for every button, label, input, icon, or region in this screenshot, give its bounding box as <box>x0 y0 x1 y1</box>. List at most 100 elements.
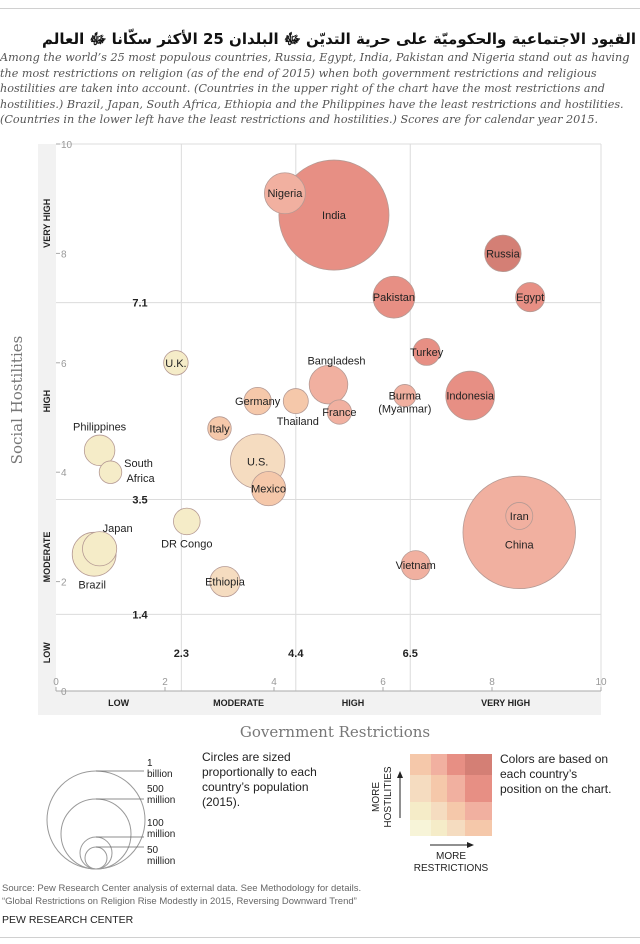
bubble-pakistan <box>372 275 416 319</box>
bubble-egypt <box>515 282 546 313</box>
color-legend-cell <box>410 775 431 802</box>
x-tick-label: 6 <box>380 677 386 688</box>
y-tick-label: 4 <box>61 468 67 479</box>
label-indonesia: Indonesia <box>446 391 495 403</box>
y-tick-label: 6 <box>61 359 67 370</box>
bubble-indonesia <box>445 370 496 421</box>
color-legend-cell <box>410 802 431 820</box>
color-legend-cell <box>410 754 431 775</box>
color-legend-cell <box>465 802 492 820</box>
color-legend-cell <box>431 775 447 802</box>
bubble-thailand <box>282 388 309 415</box>
x-threshold-label: 2.3 <box>174 648 189 660</box>
label-u-s-: U.S. <box>247 456 268 468</box>
y-band-label: MODERATE <box>42 532 52 583</box>
y-threshold-label: 1.4 <box>132 609 148 621</box>
label-south-africa: South <box>124 458 153 470</box>
color-legend-cell <box>447 802 465 820</box>
x-band-label: HIGH <box>342 698 365 708</box>
y-band-label: HIGH <box>42 390 52 413</box>
bubble-dr-congo <box>173 507 201 536</box>
bubble-u-k- <box>163 350 189 376</box>
label-italy: Italy <box>209 423 230 435</box>
color-legend-cell <box>447 754 465 775</box>
bubble-china <box>462 475 576 590</box>
bubble-india <box>278 159 390 271</box>
bubble-vietnam <box>400 550 431 581</box>
label-japan: Japan <box>103 523 133 535</box>
color-legend-cell <box>465 775 492 802</box>
size-legend-label: 50 <box>147 845 159 856</box>
y-tick-label: 10 <box>61 140 73 151</box>
size-legend-label: million <box>147 856 175 867</box>
label-burma-myanmar-: Burma <box>389 391 422 403</box>
label-brazil: Brazil <box>78 579 106 591</box>
size-legend-label: million <box>147 829 175 840</box>
top-rule <box>0 8 640 9</box>
label-dr-congo: DR Congo <box>161 538 212 550</box>
color-legend-text: Colors are based on each country’s posit… <box>500 752 612 796</box>
label-pakistan: Pakistan <box>373 292 415 304</box>
label-germany: Germany <box>235 396 281 408</box>
x-axis-title: Government Restrictions <box>240 723 430 741</box>
color-legend-cell <box>410 820 431 836</box>
x-tick-label: 0 <box>53 677 59 688</box>
y-tick-label: 2 <box>61 578 67 589</box>
source-note: Source: Pew Research Center analysis of … <box>2 882 361 908</box>
bubble-mexico <box>251 471 287 507</box>
size-legend-circle <box>60 798 132 870</box>
bubble-france <box>326 399 352 425</box>
label-mexico: Mexico <box>251 484 286 496</box>
x-band-label: VERY HIGH <box>481 698 530 708</box>
x-tick-label: 10 <box>595 677 607 688</box>
x-band-label: LOW <box>108 698 129 708</box>
bubble-italy <box>207 416 232 441</box>
color-legend-cell <box>465 820 492 836</box>
x-tick-label: 4 <box>271 677 277 688</box>
label-egypt: Egypt <box>516 292 544 304</box>
x-arrow-label: RESTRICTIONS <box>414 863 489 874</box>
label-u-k-: U.K. <box>165 358 186 370</box>
up-arrow-head-icon <box>397 771 403 778</box>
color-legend-cell <box>431 802 447 820</box>
y-arrow-label: HOSTILITIES <box>383 766 394 827</box>
y-band-label: LOW <box>42 642 52 663</box>
x-arrow-label: MORE <box>436 851 466 862</box>
label-france: France <box>322 407 356 419</box>
label-burma-myanmar-: (Myanmar) <box>378 404 431 416</box>
x-threshold-label: 4.4 <box>288 648 304 660</box>
org-name: PEW RESEARCH CENTER <box>2 914 134 926</box>
size-legend-label: 1 <box>147 758 153 769</box>
size-legend-circle <box>79 836 113 870</box>
x-band-strip <box>38 691 601 715</box>
label-south-africa: Africa <box>126 473 155 485</box>
bubble-russia <box>484 234 522 273</box>
bubble-nigeria <box>263 172 306 215</box>
x-tick-label: 2 <box>162 677 168 688</box>
label-thailand: Thailand <box>277 416 319 428</box>
y-band-strip <box>38 144 56 715</box>
label-nigeria: Nigeria <box>267 188 303 200</box>
label-ethiopia: Ethiopia <box>205 577 246 589</box>
label-iran: Iran <box>510 511 529 523</box>
y-band-label: VERY HIGH <box>42 199 52 248</box>
size-legend-circle <box>46 770 146 870</box>
label-china: China <box>505 539 535 551</box>
size-legend-label: billion <box>147 769 173 780</box>
bubble-japan <box>82 531 118 567</box>
y-threshold-label: 3.5 <box>132 495 147 507</box>
size-legend-circle <box>84 846 108 870</box>
chart-subtitle: Among the world’s 25 most populous count… <box>0 51 630 127</box>
label-turkey: Turkey <box>410 347 444 359</box>
bubble-germany <box>243 387 272 416</box>
color-legend-cell <box>447 775 465 802</box>
y-threshold-label: 7.1 <box>132 298 147 310</box>
y-tick-label: 0 <box>61 687 67 698</box>
color-legend-cell <box>431 820 447 836</box>
source-text: Source: Pew Research Center analysis of … <box>2 883 362 894</box>
bubble-bangladesh <box>308 364 349 405</box>
color-legend-cell <box>447 820 465 836</box>
bubble-south-africa <box>98 460 123 484</box>
color-legend-cell <box>465 754 492 775</box>
